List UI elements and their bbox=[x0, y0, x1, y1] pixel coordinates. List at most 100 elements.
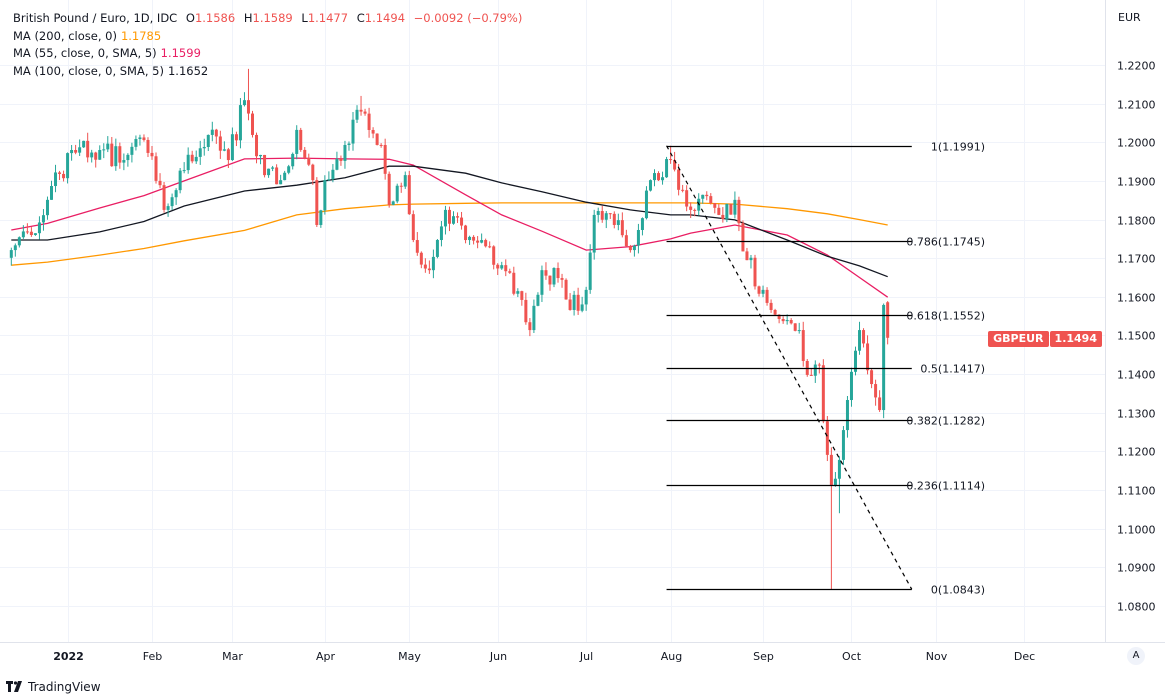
candle bbox=[279, 174, 283, 185]
candle bbox=[829, 447, 833, 590]
indicator-ma100[interactable]: MA (100, close, 0, SMA, 5) 1.1652 bbox=[13, 63, 522, 81]
candle-body bbox=[411, 214, 415, 241]
auto-scale-button[interactable]: A bbox=[1127, 647, 1145, 665]
candle-body bbox=[849, 371, 853, 401]
candle bbox=[709, 193, 713, 205]
candle bbox=[251, 110, 254, 138]
candle bbox=[114, 138, 118, 171]
candle bbox=[548, 275, 552, 291]
candle bbox=[271, 165, 275, 172]
candle bbox=[70, 145, 74, 161]
candle-body bbox=[741, 223, 745, 252]
candle-body bbox=[878, 397, 882, 411]
candle-body bbox=[295, 129, 299, 154]
tradingview-logo[interactable]: TradingView bbox=[6, 680, 101, 694]
candle-body bbox=[21, 231, 25, 238]
candle-body bbox=[540, 270, 544, 295]
candle bbox=[866, 335, 870, 375]
candle bbox=[584, 286, 588, 311]
candle bbox=[673, 151, 677, 172]
candle bbox=[383, 138, 387, 180]
candle bbox=[190, 150, 194, 164]
candle bbox=[858, 321, 862, 355]
candle-body bbox=[789, 320, 793, 324]
candle-body bbox=[729, 203, 733, 215]
candle-body bbox=[66, 153, 70, 179]
candle-body bbox=[33, 233, 37, 236]
candle bbox=[717, 204, 721, 216]
candle bbox=[66, 152, 70, 184]
candle bbox=[721, 207, 725, 223]
candle-body bbox=[504, 265, 508, 272]
fibonacci-retracement[interactable]: 1(1.1991) 0.786(1.1745) 0.618(1.1552) 0.5(1… bbox=[666, 141, 985, 597]
candle bbox=[206, 134, 210, 151]
candle bbox=[737, 196, 741, 232]
candle-body bbox=[291, 153, 295, 167]
symbol-tag: GBPEUR bbox=[988, 331, 1049, 347]
price-tick-label: 1.1500 bbox=[1117, 330, 1156, 343]
candle bbox=[484, 238, 488, 248]
candle-body bbox=[74, 150, 78, 153]
candle bbox=[468, 235, 472, 245]
candle bbox=[411, 210, 415, 243]
candle bbox=[833, 472, 837, 487]
candle-body bbox=[283, 172, 287, 181]
candle bbox=[813, 360, 817, 383]
candle bbox=[504, 259, 508, 277]
price-tick-label: 1.1900 bbox=[1117, 176, 1156, 189]
candle-body bbox=[882, 304, 886, 411]
candle-body bbox=[620, 220, 624, 236]
candle-body bbox=[452, 216, 455, 224]
candle bbox=[371, 127, 375, 139]
candle-body bbox=[122, 160, 126, 163]
candle bbox=[194, 150, 198, 164]
candle-body bbox=[371, 129, 375, 134]
candle bbox=[669, 145, 673, 164]
price-tick-label: 1.2200 bbox=[1117, 60, 1156, 73]
candle-body bbox=[548, 275, 552, 285]
candle-body bbox=[226, 149, 230, 161]
time-tick-label: Apr bbox=[316, 650, 336, 663]
candle-body bbox=[194, 156, 198, 162]
candle bbox=[556, 262, 560, 283]
candle-body bbox=[311, 164, 315, 181]
candle-body bbox=[102, 149, 106, 151]
candle bbox=[303, 147, 307, 160]
candle-body bbox=[427, 268, 431, 271]
candle-body bbox=[45, 199, 49, 216]
candle-body bbox=[508, 271, 512, 273]
currency-label[interactable]: EUR bbox=[1118, 11, 1141, 24]
candle bbox=[480, 233, 484, 244]
candle bbox=[379, 143, 383, 148]
candle-body bbox=[777, 314, 781, 320]
candle-body bbox=[596, 211, 600, 215]
candle bbox=[166, 203, 170, 217]
indicator-ma200[interactable]: MA (200, close, 0) 1.1785 bbox=[13, 28, 522, 46]
candle-body bbox=[628, 246, 632, 251]
candle-body bbox=[472, 236, 476, 241]
fib-level-label: 0.382(1.1282) bbox=[906, 415, 985, 428]
indicator-ma55[interactable]: MA (55, close, 0, SMA, 5) 1.1599 bbox=[13, 45, 522, 63]
candle-body bbox=[246, 100, 250, 114]
candle bbox=[355, 105, 359, 124]
candle-body bbox=[564, 279, 568, 300]
candle bbox=[391, 200, 395, 206]
candle-body bbox=[801, 330, 805, 361]
price-tick-label: 1.1200 bbox=[1117, 446, 1156, 459]
axes: 1.0800 1.0900 1.1000 1.1100 1.1200 1.1300 1.14… bbox=[0, 0, 1165, 663]
candle-body bbox=[854, 350, 857, 372]
candle-body bbox=[749, 257, 753, 261]
candle-body bbox=[460, 217, 464, 226]
candle bbox=[648, 179, 652, 192]
indicator-value: 1.1652 bbox=[167, 63, 209, 78]
candle-body bbox=[343, 144, 347, 161]
candle bbox=[323, 175, 327, 215]
candle-body bbox=[512, 272, 516, 294]
fib-level-label: 0.786(1.1745) bbox=[906, 236, 985, 249]
indicator-label: MA (100, close, 0, SMA, 5) bbox=[13, 63, 164, 78]
candle bbox=[399, 182, 403, 193]
candle bbox=[255, 132, 259, 164]
symbol-title[interactable]: British Pound / Euro, 1D, IDC bbox=[13, 11, 178, 25]
logo-text: TradingView bbox=[28, 680, 101, 694]
